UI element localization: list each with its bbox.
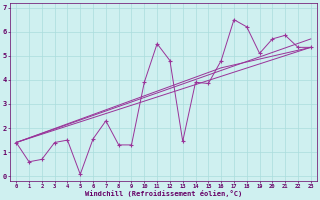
X-axis label: Windchill (Refroidissement éolien,°C): Windchill (Refroidissement éolien,°C) <box>85 190 242 197</box>
